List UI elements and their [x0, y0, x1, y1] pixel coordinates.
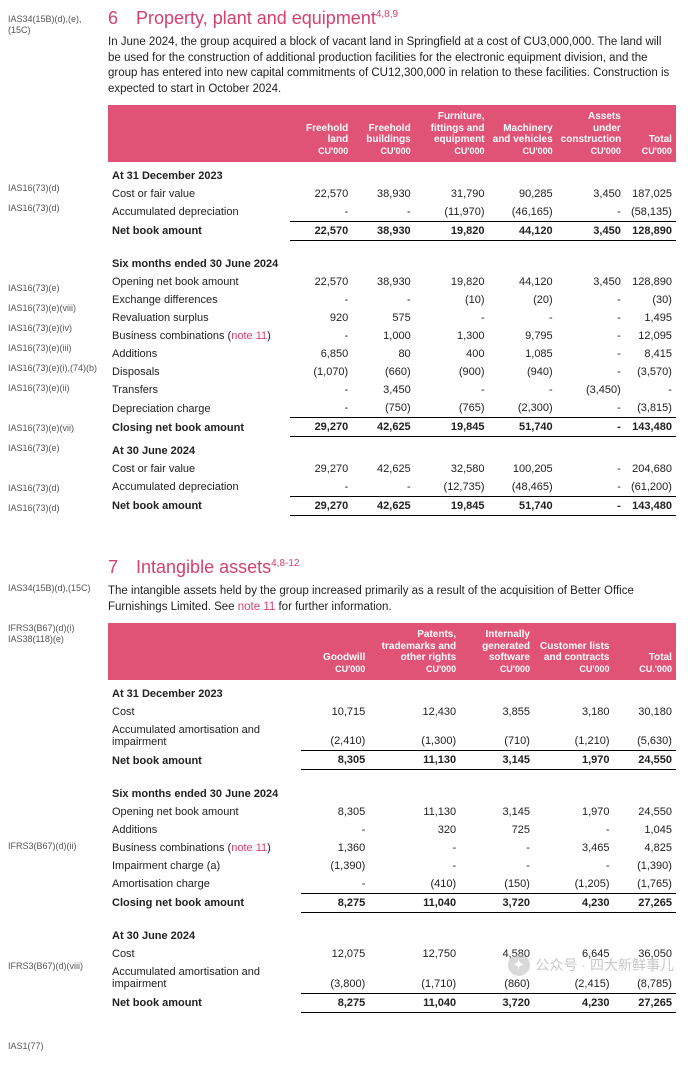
- wechat-icon: ✦: [508, 954, 530, 976]
- section7-sup: 4,8-12: [271, 558, 299, 569]
- section6-heading: 6 Property, plant and equipment4,8,9: [108, 8, 676, 29]
- watermark-text: 公众号 · 四大新鲜事儿: [536, 955, 674, 975]
- note-link[interactable]: note 11: [238, 601, 276, 613]
- section7-heading: 7 Intangible assets4,8-12: [108, 557, 676, 578]
- section6-num: 6: [108, 8, 118, 28]
- section6-title: Property, plant and equipment: [136, 8, 376, 28]
- section6-sup: 4,8,9: [376, 9, 398, 20]
- section7-num: 7: [108, 557, 118, 577]
- ppe-table: FreeholdlandCU'000FreeholdbuildingsCU'00…: [108, 105, 676, 516]
- margin-ref: IAS34(15B)(d),(15C): [8, 583, 102, 594]
- para-text: for further information.: [275, 601, 391, 613]
- watermark: ✦ 公众号 · 四大新鲜事儿: [508, 954, 674, 976]
- margin-ref: IAS34(15B)(d),(e),(15C): [8, 8, 102, 37]
- section6-paragraph: In June 2024, the group acquired a block…: [108, 35, 676, 97]
- section7-title: Intangible assets: [136, 557, 271, 577]
- section7-paragraph: The intangible assets held by the group …: [108, 584, 676, 615]
